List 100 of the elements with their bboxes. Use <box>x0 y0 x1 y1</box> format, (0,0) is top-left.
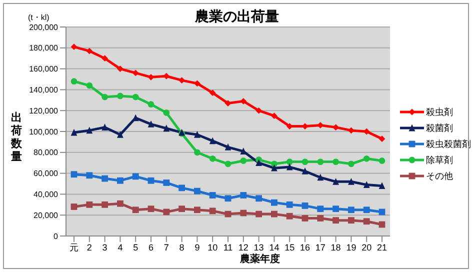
point <box>132 206 139 214</box>
y-tick-label: 80,000 <box>34 148 59 158</box>
point <box>148 120 154 128</box>
point <box>302 215 308 222</box>
point <box>102 94 108 100</box>
point <box>240 192 247 198</box>
point <box>117 177 124 184</box>
point <box>332 217 339 224</box>
point <box>163 72 170 80</box>
point <box>256 107 262 114</box>
point <box>363 218 370 225</box>
point <box>378 158 386 164</box>
x-tick-label: 3 <box>102 242 108 252</box>
point <box>348 178 354 185</box>
x-tick-label: 20 <box>362 242 372 252</box>
x-tick-label: 11 <box>223 242 233 252</box>
point <box>332 124 339 131</box>
chart-title: 農業の出荷量 <box>195 8 279 24</box>
point <box>348 217 354 224</box>
y-tick-label: 140,000 <box>29 86 59 95</box>
y-tick-label: 180,000 <box>29 44 59 53</box>
point <box>224 143 232 150</box>
legend-label: 殺虫殺菌剤 <box>426 138 471 150</box>
legend-label: 殺虫剤 <box>426 106 453 118</box>
legend-label: 除草剤 <box>426 154 453 166</box>
point <box>132 114 139 122</box>
point <box>86 201 93 208</box>
point <box>86 82 93 89</box>
point <box>194 80 200 87</box>
point <box>102 175 108 182</box>
point <box>224 195 232 202</box>
x-tick-label: 元 <box>70 242 78 252</box>
x-tick-label: 5 <box>133 242 138 252</box>
point <box>194 206 200 214</box>
point <box>163 109 170 116</box>
point <box>178 206 185 212</box>
point <box>348 206 354 214</box>
x-tick-label: 17 <box>315 242 326 252</box>
x-tick-label: 13 <box>254 242 264 252</box>
point <box>286 158 293 166</box>
point <box>163 124 170 132</box>
y-tick-label: 120,000 <box>29 106 59 116</box>
point <box>363 155 370 162</box>
x-tick-label: 9 <box>194 242 200 252</box>
point <box>117 130 124 138</box>
x-tick-label: 6 <box>148 242 154 252</box>
point <box>271 210 278 218</box>
y-tick-label: 100,000 <box>29 127 59 136</box>
point <box>209 208 216 214</box>
legend-label: その他 <box>426 170 453 182</box>
point <box>70 78 78 85</box>
x-tick-label: 8 <box>179 242 184 252</box>
point <box>332 178 339 185</box>
point <box>163 180 170 186</box>
x-tick-label: 7 <box>164 242 169 252</box>
point <box>378 136 386 142</box>
x-tick-label: 2 <box>86 242 92 252</box>
y-tick-label: 40,000 <box>34 190 59 200</box>
point <box>302 202 308 209</box>
point <box>317 215 324 222</box>
point <box>148 74 154 80</box>
y-tick-label: 0 <box>54 232 59 241</box>
point <box>286 201 293 208</box>
point <box>256 159 262 166</box>
point <box>256 210 262 218</box>
point <box>86 126 93 134</box>
point <box>317 206 324 212</box>
y-tick-label: 200,000 <box>29 22 59 32</box>
text: (t・kl) <box>28 12 50 23</box>
x-tick-label: 18 <box>330 242 341 252</box>
point <box>148 206 154 212</box>
x-tick-label: 4 <box>118 242 123 252</box>
point <box>70 44 78 50</box>
y-tick-label: 160,000 <box>29 64 59 74</box>
x-axis-title: 農薬年度 <box>239 252 281 266</box>
point <box>317 122 324 128</box>
point <box>194 149 200 156</box>
point <box>163 208 170 216</box>
point <box>117 200 124 207</box>
point <box>271 164 278 172</box>
point <box>194 188 200 194</box>
point <box>240 158 247 164</box>
point <box>348 127 354 134</box>
point <box>117 66 124 72</box>
point <box>302 158 308 166</box>
point <box>70 204 78 210</box>
point <box>363 181 370 188</box>
point <box>132 70 139 76</box>
point <box>148 101 154 108</box>
point <box>178 77 185 84</box>
point <box>132 94 139 100</box>
legend-label: 殺菌剤 <box>426 122 453 134</box>
point <box>148 177 154 184</box>
point <box>317 158 324 166</box>
point <box>224 160 232 168</box>
x-tick-label: 10 <box>208 242 218 252</box>
point <box>70 128 78 136</box>
point <box>256 195 262 202</box>
y-tick-label: 60,000 <box>34 169 59 178</box>
x-tick-label: 21 <box>376 242 388 252</box>
